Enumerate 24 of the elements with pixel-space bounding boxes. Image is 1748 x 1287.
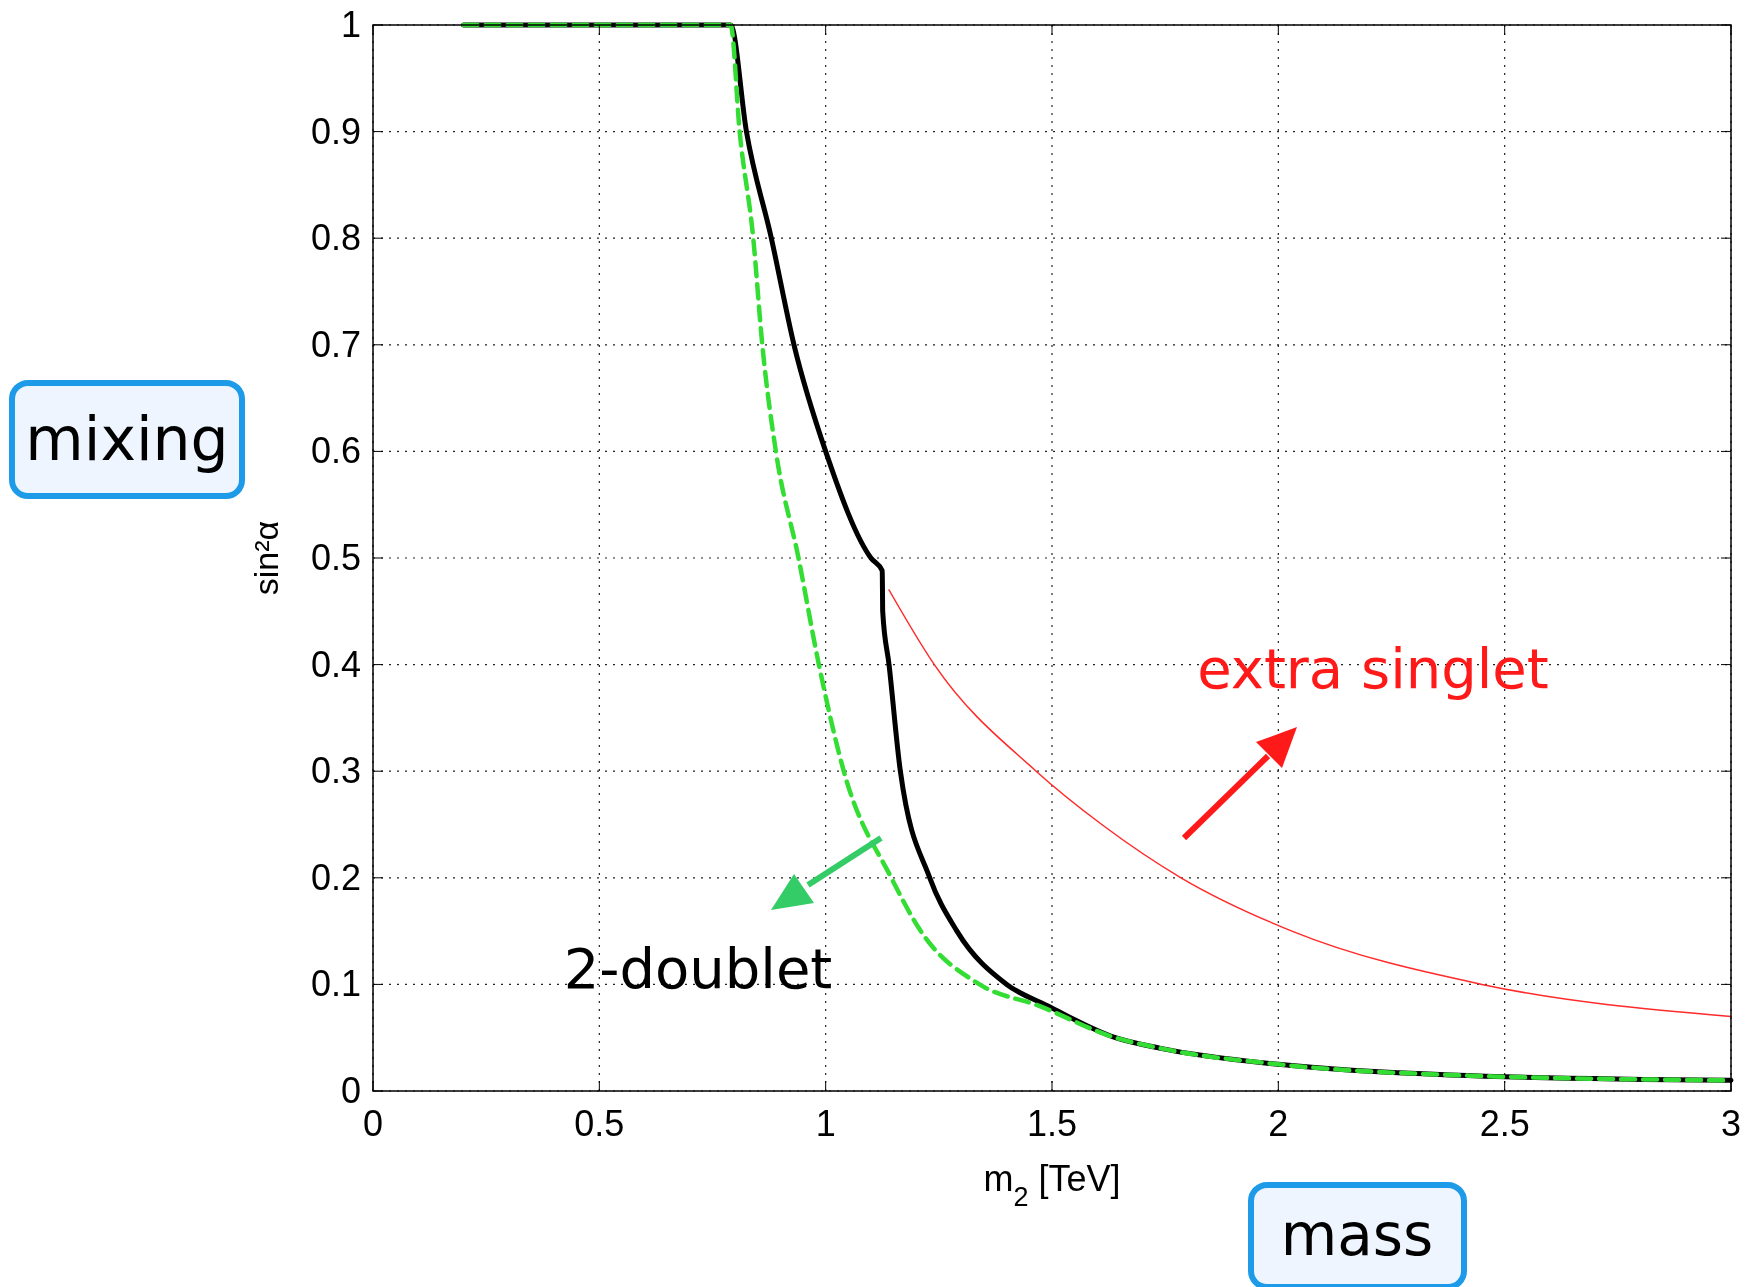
y-axis-title: sin²α	[247, 520, 285, 596]
x-tick-label: 2	[1268, 1103, 1289, 1144]
y-tick-label: 0.3	[310, 750, 361, 792]
x-tick-label: 0.5	[574, 1103, 625, 1144]
y-tick-label: 1	[340, 4, 361, 45]
y-tick-label: 0.5	[310, 537, 361, 578]
text: mixing	[25, 404, 229, 474]
y-tick-label: 0.8	[310, 217, 361, 259]
y-tick-label: 0.4	[310, 643, 361, 685]
x-tick-label: 1	[815, 1103, 836, 1144]
x-tick-label: 2.5	[1479, 1103, 1530, 1144]
y-tick-label: 0.9	[310, 110, 361, 152]
y-tick-label: 0.6	[310, 430, 361, 472]
x-tick-label: 3	[1720, 1103, 1742, 1144]
y-tick-label: 0.1	[310, 963, 361, 1005]
x-axis-title: m$_{2}$ [TeV]	[983, 1158, 1121, 1212]
annotation: 2-doublet	[563, 936, 833, 1001]
line-series	[888, 589, 1732, 1018]
x-tick-label: 1.5	[1026, 1103, 1078, 1144]
y-tick-label: 0.2	[310, 856, 361, 898]
text: mass	[1280, 1201, 1434, 1269]
y-tick-label: 0.7	[310, 323, 361, 365]
y-tick-label: 0	[340, 1070, 361, 1111]
annotation: extra singlet	[1197, 636, 1549, 701]
